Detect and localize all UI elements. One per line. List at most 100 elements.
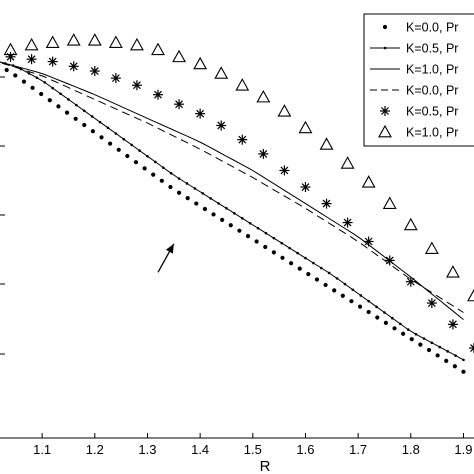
series-4-point-2 bbox=[26, 54, 37, 65]
series-5-point-22 bbox=[445, 265, 460, 278]
series-4-point-18 bbox=[363, 236, 374, 247]
series-3 bbox=[0, 61, 464, 313]
series-4-point-14 bbox=[279, 165, 290, 176]
series-0-point-16 bbox=[125, 153, 130, 159]
series-0-point-44 bbox=[366, 309, 371, 315]
series-5-point-12 bbox=[235, 78, 250, 91]
series-1-point-50 bbox=[383, 311, 386, 314]
series-1-point-37 bbox=[280, 241, 284, 245]
series-0-point-12 bbox=[90, 129, 95, 134]
legend-entry-5: K=1.0, Pr bbox=[378, 124, 458, 140]
series-0-point-23 bbox=[185, 196, 190, 201]
series-4-point-10 bbox=[195, 108, 206, 119]
series-1-point-16 bbox=[114, 132, 118, 135]
series-1-point-51 bbox=[391, 316, 394, 320]
series-0-point-9 bbox=[64, 110, 70, 115]
legend-entry-4: K=0.5, Pr bbox=[380, 105, 458, 119]
series-1-point-11 bbox=[75, 103, 78, 107]
series-0 bbox=[0, 63, 466, 374]
series-5-point-19 bbox=[382, 196, 397, 209]
series-4-point-3 bbox=[47, 56, 58, 67]
series-0-point-32 bbox=[263, 244, 268, 250]
series-0-point-50 bbox=[418, 342, 423, 347]
series-5-point-18 bbox=[361, 175, 376, 188]
series-1-point-27 bbox=[201, 192, 205, 195]
series-1-point-14 bbox=[98, 120, 102, 124]
series-1-point-7 bbox=[43, 81, 47, 84]
series-4-point-1 bbox=[5, 51, 16, 62]
series-0-point-43 bbox=[357, 304, 363, 309]
x-tick-label-1.8: 1.8 bbox=[402, 442, 420, 457]
series-1-point-44 bbox=[335, 277, 339, 280]
series-0-point-55 bbox=[461, 369, 466, 374]
series-1-point-30 bbox=[225, 207, 228, 210]
series-0-point-21 bbox=[168, 184, 173, 190]
series-2-line bbox=[0, 61, 464, 320]
series-0-point-6 bbox=[39, 91, 44, 97]
series-1-point-41 bbox=[312, 261, 315, 265]
series-5-point-3 bbox=[45, 35, 60, 48]
series-0-point-13 bbox=[99, 135, 104, 140]
series-1-point-54 bbox=[414, 333, 418, 336]
series-1 bbox=[0, 61, 465, 362]
series-1-point-56 bbox=[430, 341, 434, 345]
series-0-point-19 bbox=[151, 172, 156, 177]
x-tick-label-1.2: 1.2 bbox=[86, 442, 104, 457]
series-5-point-11 bbox=[214, 66, 229, 79]
series-4-point-4 bbox=[68, 61, 79, 72]
series-0-point-53 bbox=[444, 358, 449, 363]
series-5-point-9 bbox=[172, 49, 187, 63]
series-0-point-38 bbox=[314, 277, 320, 282]
series-1-point-48 bbox=[367, 299, 370, 303]
series-1-point-40 bbox=[304, 256, 307, 260]
series-4-point-8 bbox=[153, 89, 163, 100]
series-5-point-10 bbox=[193, 56, 208, 70]
series-5-point-6 bbox=[108, 35, 123, 48]
series-1-point-46 bbox=[351, 288, 355, 292]
series-0-point-11 bbox=[82, 122, 87, 128]
series-2 bbox=[0, 61, 464, 320]
series-5 bbox=[3, 33, 474, 302]
series-0-point-28 bbox=[228, 223, 233, 228]
series-0-point-3 bbox=[13, 73, 18, 78]
series-1-point-38 bbox=[288, 246, 291, 250]
series-4-point-5 bbox=[89, 66, 100, 77]
series-0-point-36 bbox=[297, 266, 302, 271]
series-1-point-17 bbox=[122, 137, 126, 141]
legend-label-5: K=1.0, Pr bbox=[406, 126, 458, 140]
series-1-point-45 bbox=[343, 282, 347, 286]
series-1-point-57 bbox=[438, 345, 442, 349]
series-4-point-21 bbox=[426, 298, 437, 309]
series-1-point-39 bbox=[296, 251, 299, 255]
legend-marker-4 bbox=[380, 106, 390, 116]
series-4-point-7 bbox=[131, 80, 142, 91]
legend-entry-0: K=0.0, Pr bbox=[382, 21, 458, 35]
legend-marker-0 bbox=[382, 24, 388, 30]
x-tick-label-1.5: 1.5 bbox=[244, 442, 262, 457]
series-4-point-11 bbox=[216, 120, 227, 131]
series-0-point-24 bbox=[194, 201, 199, 206]
series-5-point-17 bbox=[340, 156, 355, 169]
series-0-point-18 bbox=[142, 166, 147, 171]
series-1-point-21 bbox=[154, 160, 157, 164]
series-3-line bbox=[0, 61, 464, 313]
series-0-point-51 bbox=[426, 347, 432, 353]
series-1-point-42 bbox=[319, 266, 323, 270]
series-0-point-52 bbox=[435, 353, 440, 358]
series-1-point-34 bbox=[256, 226, 260, 230]
series-0-point-25 bbox=[202, 206, 208, 212]
series-1-point-18 bbox=[130, 143, 133, 147]
series-0-point-45 bbox=[375, 315, 380, 320]
series-1-point-9 bbox=[59, 92, 62, 96]
series-0-point-27 bbox=[220, 217, 225, 222]
series-5-point-23 bbox=[467, 288, 474, 302]
series-0-point-47 bbox=[392, 326, 397, 331]
series-1-point-12 bbox=[82, 109, 86, 113]
series-5-point-16 bbox=[319, 137, 334, 150]
series-1-point-23 bbox=[169, 172, 173, 175]
series-1-point-35 bbox=[264, 231, 268, 235]
series-layer bbox=[0, 33, 474, 374]
x-axis-label: R bbox=[260, 458, 271, 474]
series-1-point-19 bbox=[138, 149, 141, 152]
legend-label-3: K=0.0, Pr bbox=[406, 84, 458, 98]
